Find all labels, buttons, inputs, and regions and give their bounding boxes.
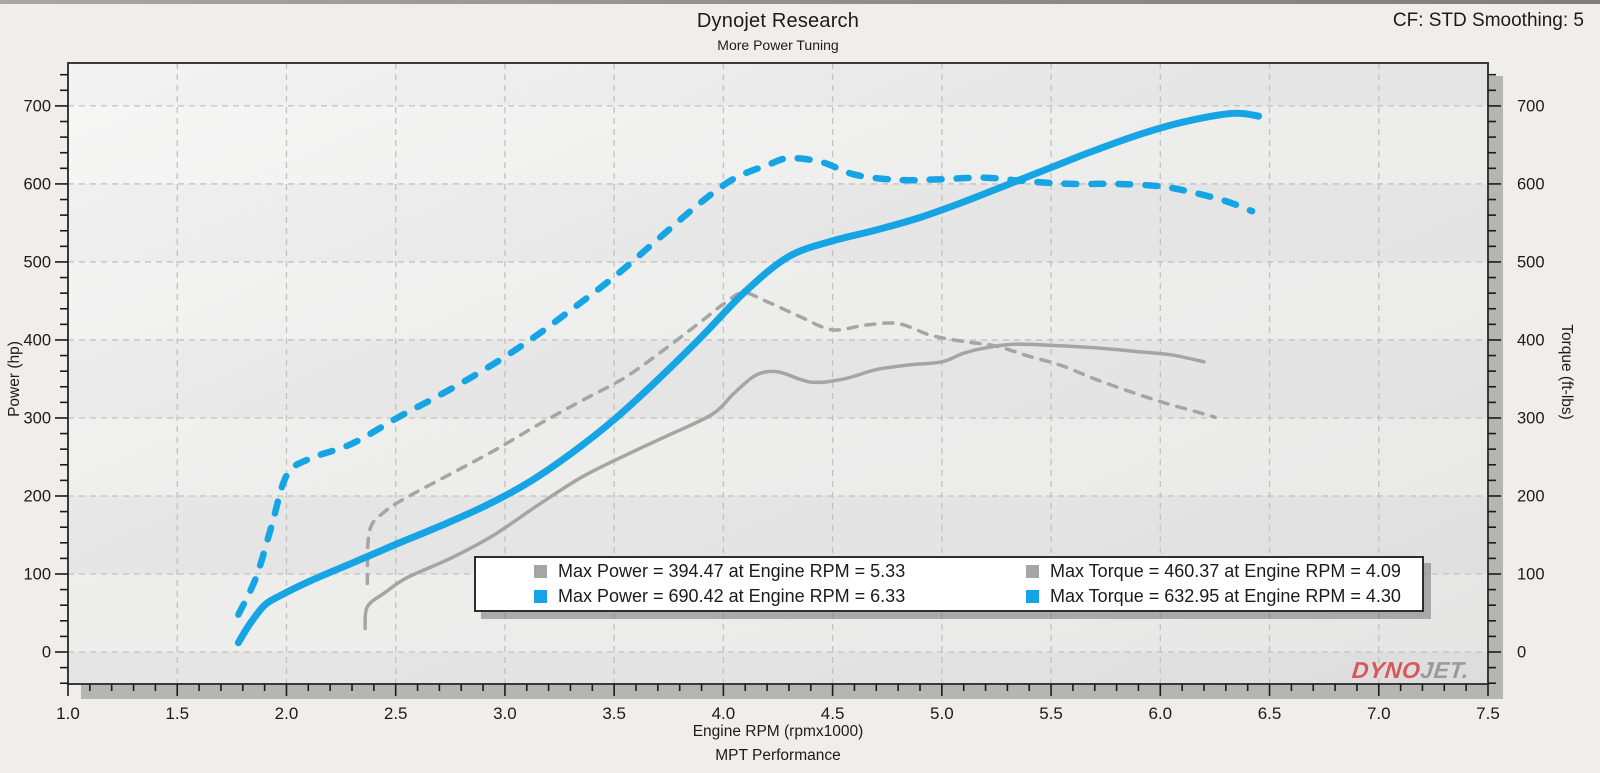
series-tuned-power (234, 109, 1263, 647)
legend-entry-text: Max Torque = 632.95 at Engine RPM = 4.30 (1050, 586, 1401, 606)
y-tick-label-left: 100 (23, 565, 51, 583)
y-tick-label-right: 700 (1517, 97, 1545, 115)
dynojet-logo-dyno: DYNO (1350, 657, 1422, 683)
series-tuned-torque (235, 154, 1256, 618)
legend-swatch-baseline (534, 565, 547, 578)
series-baseline-torque (365, 291, 1217, 586)
y-tick-label-left: 0 (42, 644, 51, 662)
x-tick-label: 2.0 (275, 704, 299, 723)
legend-box: Max Power = 394.47 at Engine RPM = 5.33 … (474, 556, 1424, 612)
legend-swatch-baseline (1026, 565, 1039, 578)
x-tick-label: 5.0 (930, 704, 954, 723)
x-axis-title: Engine RPM (rpmx1000) (692, 723, 864, 740)
legend-entry-text: Max Power = 394.47 at Engine RPM = 5.33 (558, 561, 906, 581)
x-tick-label: 3.0 (493, 704, 517, 723)
y-tick-label-right: 200 (1517, 487, 1545, 505)
x-tick-label: 7.0 (1367, 704, 1391, 723)
series-baseline-power (363, 342, 1206, 631)
footer-label: MPT Performance (715, 747, 841, 764)
y-tick-label-right: 300 (1517, 409, 1545, 427)
y-tick-label-right: 100 (1517, 565, 1545, 583)
x-tick-label: 1.0 (56, 704, 80, 723)
left-axis-title: Power (hp) (6, 341, 23, 417)
x-tick-label: 6.5 (1258, 704, 1282, 723)
legend-swatch-tuned (534, 590, 547, 603)
y-tick-label-left: 200 (23, 487, 51, 505)
legend-item-tuned-power: Max Power = 690.42 at Engine RPM = 6.33 (534, 586, 1026, 607)
chart-subtitle: More Power Tuning (717, 37, 839, 53)
correction-smoothing-note: CF: STD Smoothing: 5 (1392, 10, 1584, 31)
x-tick-label: 2.5 (384, 704, 408, 723)
legend-item-tuned-torque: Max Torque = 632.95 at Engine RPM = 4.30 (1026, 586, 1422, 607)
plot-border (67, 62, 1489, 685)
legend-item-baseline-power: Max Power = 394.47 at Engine RPM = 5.33 (534, 561, 1026, 582)
y-tick-label-left: 300 (23, 409, 51, 427)
x-tick-label: 3.5 (602, 704, 626, 723)
x-tick-label: 6.0 (1148, 704, 1172, 723)
x-tick-label: 5.5 (1039, 704, 1063, 723)
x-tick-label: 4.5 (821, 704, 845, 723)
y-tick-label-right: 600 (1517, 175, 1545, 193)
y-tick-label-left: 700 (23, 97, 51, 115)
legend-entry-text: Max Torque = 460.37 at Engine RPM = 4.09 (1050, 561, 1401, 581)
dynojet-logo-jet: JET. (1419, 657, 1471, 683)
legend-swatch-tuned (1026, 590, 1039, 603)
x-tick-label: 1.5 (165, 704, 189, 723)
y-tick-label-right: 500 (1517, 253, 1545, 271)
legend-item-baseline-torque: Max Torque = 460.37 at Engine RPM = 4.09 (1026, 561, 1422, 582)
y-tick-label-left: 500 (23, 253, 51, 271)
legend-entry-text: Max Power = 690.42 at Engine RPM = 6.33 (558, 586, 906, 606)
chart-title: Dynojet Research (696, 10, 860, 32)
dynojet-logo: DYNOJET. (1351, 657, 1471, 684)
window-top-edge (0, 0, 1600, 4)
x-tick-label: 4.0 (712, 704, 736, 723)
right-axis-title: Torque (ft-lbs) (1558, 324, 1575, 420)
x-tick-label: 7.5 (1476, 704, 1500, 723)
y-tick-label-right: 0 (1517, 644, 1526, 662)
y-tick-label-right: 400 (1517, 331, 1545, 349)
y-tick-label-left: 600 (23, 175, 51, 193)
y-tick-label-left: 400 (23, 331, 51, 349)
